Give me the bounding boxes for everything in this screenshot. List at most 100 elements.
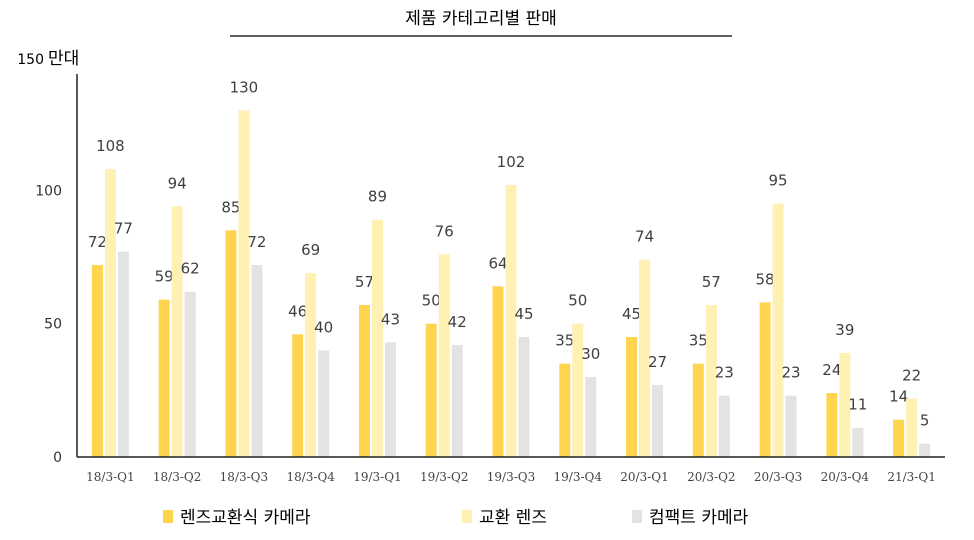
data-label: 89	[368, 188, 387, 206]
data-label: 72	[88, 233, 107, 251]
bar	[438, 254, 450, 457]
bar	[238, 110, 250, 457]
data-label: 35	[555, 332, 574, 350]
data-label: 102	[497, 153, 526, 171]
data-label: 108	[96, 137, 125, 155]
bar	[906, 398, 918, 457]
bar	[292, 334, 304, 457]
y-axis-ticks: 0 50 100	[35, 183, 62, 466]
y-unit-number: 150	[17, 52, 44, 68]
data-label: 72	[247, 233, 266, 251]
bar	[184, 291, 196, 457]
data-label: 27	[648, 353, 667, 371]
bar	[104, 169, 116, 457]
bar	[371, 219, 383, 457]
data-label: 11	[848, 396, 867, 414]
data-label: 5	[920, 412, 930, 430]
data-label: 95	[769, 172, 788, 190]
legend-label: 컴팩트 카메라	[649, 508, 749, 528]
bar	[826, 393, 838, 457]
bar	[492, 286, 504, 457]
bar	[626, 337, 638, 457]
legend-swatch	[462, 510, 472, 523]
x-tick-label: 19/3-Q4	[554, 470, 603, 484]
x-tick-label: 19/3-Q2	[420, 470, 468, 484]
data-label: 23	[782, 364, 801, 382]
bar	[919, 443, 931, 457]
chart-title: 제품 카테고리별 판매	[405, 9, 557, 29]
bar	[639, 259, 651, 457]
bar	[225, 230, 237, 457]
data-label: 76	[435, 222, 454, 240]
data-label: 59	[155, 268, 174, 286]
y-tick-label: 50	[44, 317, 62, 333]
x-tick-label: 18/3-Q3	[220, 470, 268, 484]
data-label: 14	[889, 388, 908, 406]
bar	[425, 323, 437, 457]
data-label: 57	[355, 273, 374, 291]
legend: 렌즈교환식 카메라 교환 렌즈 컴팩트 카메라	[163, 508, 749, 528]
x-axis-ticks: 18/3-Q1 18/3-Q2 18/3-Q3 18/3-Q4 19/3-Q1 19/3-…	[86, 470, 936, 484]
bar	[772, 203, 784, 457]
data-label: 94	[168, 174, 187, 192]
bar	[785, 395, 797, 457]
data-label: 50	[568, 292, 587, 310]
bar	[692, 363, 704, 457]
bar	[559, 363, 571, 457]
data-label: 77	[114, 220, 133, 238]
bar	[318, 350, 330, 457]
legend-swatch	[632, 510, 642, 523]
x-tick-label: 18/3-Q2	[153, 470, 201, 484]
bar	[585, 377, 597, 457]
bar	[384, 342, 396, 457]
data-label: 58	[756, 270, 775, 288]
bar	[705, 305, 717, 457]
legend-label: 교환 렌즈	[479, 508, 547, 528]
data-label: 50	[422, 292, 441, 310]
data-label: 22	[902, 366, 921, 384]
bar	[652, 385, 664, 457]
bar	[759, 302, 771, 457]
data-label: 69	[301, 241, 320, 259]
bar	[505, 185, 517, 457]
bar	[251, 265, 263, 457]
bar	[91, 265, 103, 457]
data-label: 24	[822, 361, 841, 379]
data-label: 64	[488, 254, 507, 272]
y-tick-label: 100	[35, 183, 62, 199]
data-label: 57	[702, 273, 721, 291]
data-label: 85	[221, 198, 240, 216]
data-label: 39	[835, 321, 854, 339]
bar	[358, 305, 370, 457]
bar	[305, 273, 317, 457]
x-tick-label: 18/3-Q4	[286, 470, 335, 484]
x-tick-label: 20/3-Q2	[687, 470, 735, 484]
data-label: 30	[581, 345, 600, 363]
data-label: 45	[514, 305, 533, 323]
data-label: 74	[635, 228, 654, 246]
x-tick-label: 20/3-Q1	[620, 470, 668, 484]
bars: 72 108 77 59 94 62 85 130 72 46 69 40 57 89 43 50 76 42 64…	[88, 78, 931, 457]
x-tick-label: 19/3-Q1	[353, 470, 401, 484]
x-tick-label: 20/3-Q3	[754, 470, 802, 484]
legend-swatch	[163, 510, 173, 523]
data-label: 46	[288, 302, 307, 320]
data-label: 45	[622, 305, 641, 323]
bar	[852, 427, 864, 457]
x-tick-label: 21/3-Q1	[887, 470, 935, 484]
data-label: 62	[181, 260, 200, 278]
bar	[893, 419, 905, 457]
x-tick-label: 19/3-Q3	[487, 470, 535, 484]
bar	[158, 299, 170, 457]
bar	[171, 206, 183, 457]
data-label: 40	[314, 318, 333, 336]
data-label: 42	[448, 313, 467, 331]
y-tick-label: 0	[53, 450, 62, 466]
bar	[718, 395, 730, 457]
data-label: 43	[381, 310, 400, 328]
bar	[572, 323, 584, 457]
data-label: 35	[689, 332, 708, 350]
bar	[839, 353, 851, 457]
x-tick-label: 20/3-Q4	[821, 470, 870, 484]
